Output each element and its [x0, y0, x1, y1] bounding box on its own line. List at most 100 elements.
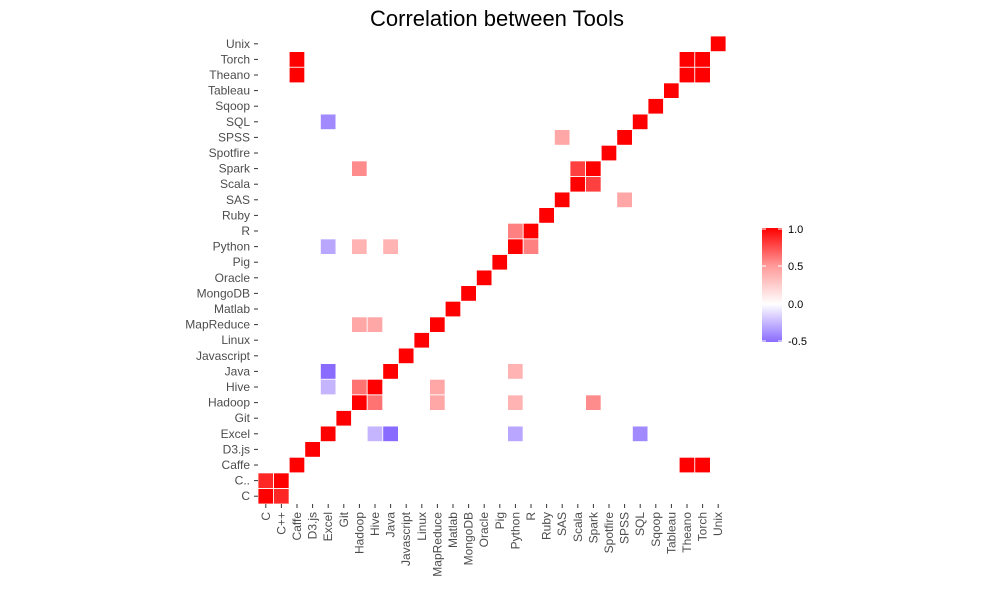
heatmap-cell	[444, 222, 462, 240]
heatmap-cell	[710, 35, 727, 53]
heatmap-cell	[382, 472, 399, 489]
heatmap-cell	[397, 191, 415, 209]
heatmap-cell	[288, 51, 306, 68]
heatmap-cell	[319, 394, 337, 411]
heatmap-cell	[429, 191, 446, 209]
heatmap-cell	[554, 98, 571, 115]
heatmap-cell	[491, 472, 509, 489]
heatmap-cell	[632, 191, 649, 209]
heatmap-cell	[694, 472, 711, 489]
heatmap-cell	[444, 98, 462, 115]
heatmap-cell	[678, 82, 696, 99]
heatmap-cell	[663, 238, 680, 255]
heatmap-cell	[554, 409, 571, 427]
heatmap-cell	[351, 51, 368, 68]
heatmap-cell	[678, 441, 696, 458]
heatmap-cell	[710, 472, 727, 489]
heatmap-cell	[335, 66, 353, 84]
heatmap-cell	[304, 363, 321, 380]
heatmap-cell	[663, 98, 680, 115]
heatmap-cell	[647, 269, 665, 287]
heatmap-cell	[694, 160, 711, 177]
heatmap-cell	[382, 456, 399, 474]
heatmap-cell	[475, 175, 493, 193]
x-axis-tick-labels: C C++ Caffe D3.js Excel Git Hadoop Hive Java Java…	[259, 504, 725, 577]
y-tick-label: Hadoop	[208, 396, 250, 410]
heatmap-cell	[554, 129, 571, 146]
heatmap-cell	[397, 222, 415, 240]
heatmap-cell	[475, 238, 493, 255]
heatmap-cell	[475, 113, 493, 131]
heatmap-cell	[444, 66, 462, 84]
heatmap-cell	[475, 207, 493, 224]
heatmap-cell	[585, 160, 602, 177]
x-tick-label: Hive	[368, 512, 382, 536]
heatmap-cell	[491, 222, 509, 240]
heatmap-cell	[382, 425, 399, 443]
heatmap-cell	[694, 363, 711, 380]
heatmap-cell	[663, 144, 680, 162]
heatmap-cell	[632, 269, 649, 287]
x-tick-label: Spark	[586, 511, 600, 543]
heatmap-cell	[694, 441, 711, 458]
heatmap-cell	[397, 456, 415, 474]
heatmap-cell	[319, 378, 337, 396]
heatmap-cell	[663, 409, 680, 427]
heatmap-cell	[429, 238, 446, 255]
heatmap-cell	[304, 378, 321, 396]
heatmap-cell	[351, 98, 368, 115]
heatmap-cell	[585, 66, 602, 84]
heatmap-cell	[257, 98, 275, 115]
heatmap-cell	[600, 300, 618, 318]
heatmap-cell	[600, 222, 618, 240]
heatmap-cell	[304, 425, 321, 443]
heatmap-cell	[304, 129, 321, 146]
heatmap-cell	[460, 316, 477, 333]
heatmap-cell	[257, 441, 275, 458]
heatmap-cell	[288, 394, 306, 411]
heatmap-cell	[382, 378, 399, 396]
heatmap-cell	[569, 347, 587, 365]
heatmap-cell	[538, 191, 555, 209]
heatmap-cell	[273, 35, 290, 53]
heatmap-cell	[678, 300, 696, 318]
heatmap-cell	[335, 113, 353, 131]
heatmap-cell	[647, 51, 665, 68]
heatmap-cell	[678, 144, 696, 162]
heatmap-cell	[319, 269, 337, 287]
heatmap-cell	[538, 253, 555, 271]
heatmap-cell	[632, 425, 649, 443]
heatmap-cell	[366, 331, 384, 349]
heatmap-cell	[663, 66, 680, 84]
heatmap-cell	[444, 253, 462, 271]
y-tick-label: C..	[235, 474, 250, 488]
heatmap-cell	[304, 98, 321, 115]
heatmap-cell	[304, 441, 321, 458]
heatmap-cell	[429, 175, 446, 193]
heatmap-cell	[585, 456, 602, 474]
y-tick-label: D3.js	[223, 442, 250, 456]
heatmap-cell	[351, 113, 368, 131]
heatmap-cell	[429, 425, 446, 443]
heatmap-cell	[522, 66, 540, 84]
heatmap-cell	[694, 347, 711, 365]
heatmap-cell	[616, 441, 633, 458]
heatmap-cell	[304, 66, 321, 84]
heatmap-cell	[319, 129, 337, 146]
heatmap-cell	[710, 144, 727, 162]
heatmap-cell	[678, 285, 696, 302]
heatmap-cell	[319, 347, 337, 365]
heatmap-cell	[538, 425, 555, 443]
heatmap-cell	[335, 363, 353, 380]
heatmap-cell	[632, 207, 649, 224]
heatmap-cell	[632, 472, 649, 489]
heatmap-cell	[366, 347, 384, 365]
heatmap-cell	[694, 409, 711, 427]
heatmap-cell	[335, 238, 353, 255]
y-tick-label: Ruby	[222, 208, 250, 222]
heatmap-cell	[288, 347, 306, 365]
x-tick-label: Python	[508, 512, 522, 549]
heatmap-cell	[538, 129, 555, 146]
heatmap-cell	[710, 409, 727, 427]
heatmap-cell	[257, 378, 275, 396]
